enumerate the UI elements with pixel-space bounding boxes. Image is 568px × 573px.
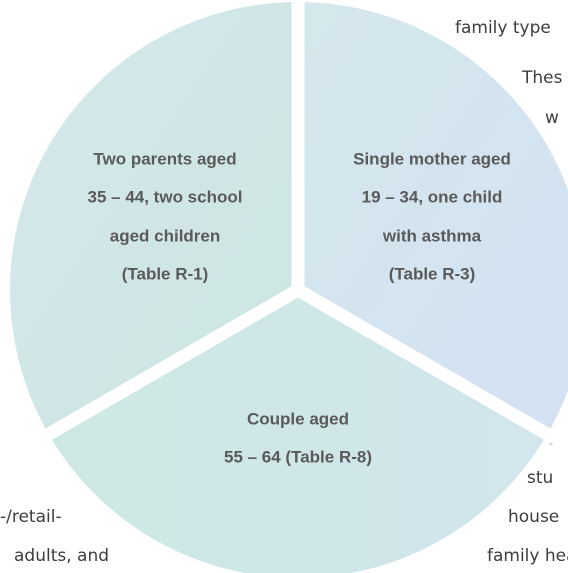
segment-label: Couple aged [247, 409, 349, 428]
text-fragment: house [508, 507, 559, 527]
divider [26, 284, 302, 451]
segments [10, 0, 568, 573]
segment-label: 55 – 64 (Table R-8) [224, 447, 372, 466]
dividers [26, 0, 568, 451]
segment-label: Single mother aged [353, 149, 511, 168]
text-fragment: family heal [487, 546, 568, 566]
text-fragment: Thes [521, 68, 563, 88]
segment-label: (Table R-3) [389, 264, 476, 283]
labels: Two parents aged 35 – 44, two school age… [88, 149, 511, 466]
text-fragment: stu [527, 468, 553, 488]
segment [48, 290, 548, 573]
segment-label: (Table R-1) [122, 264, 209, 283]
text-fragment: adults, and [14, 546, 109, 566]
text-fragment: w [545, 108, 559, 128]
segment-label: 35 – 44, two school [88, 187, 243, 206]
divider [294, 284, 568, 451]
segment-label: Two parents aged [93, 149, 236, 168]
segment-label: aged children [110, 226, 221, 245]
segment-label: 19 – 34, one child [362, 187, 503, 206]
text-fragment: -/retail- [0, 507, 62, 527]
segment-label: with asthma [382, 226, 482, 245]
text-fragment: family type [455, 18, 551, 38]
